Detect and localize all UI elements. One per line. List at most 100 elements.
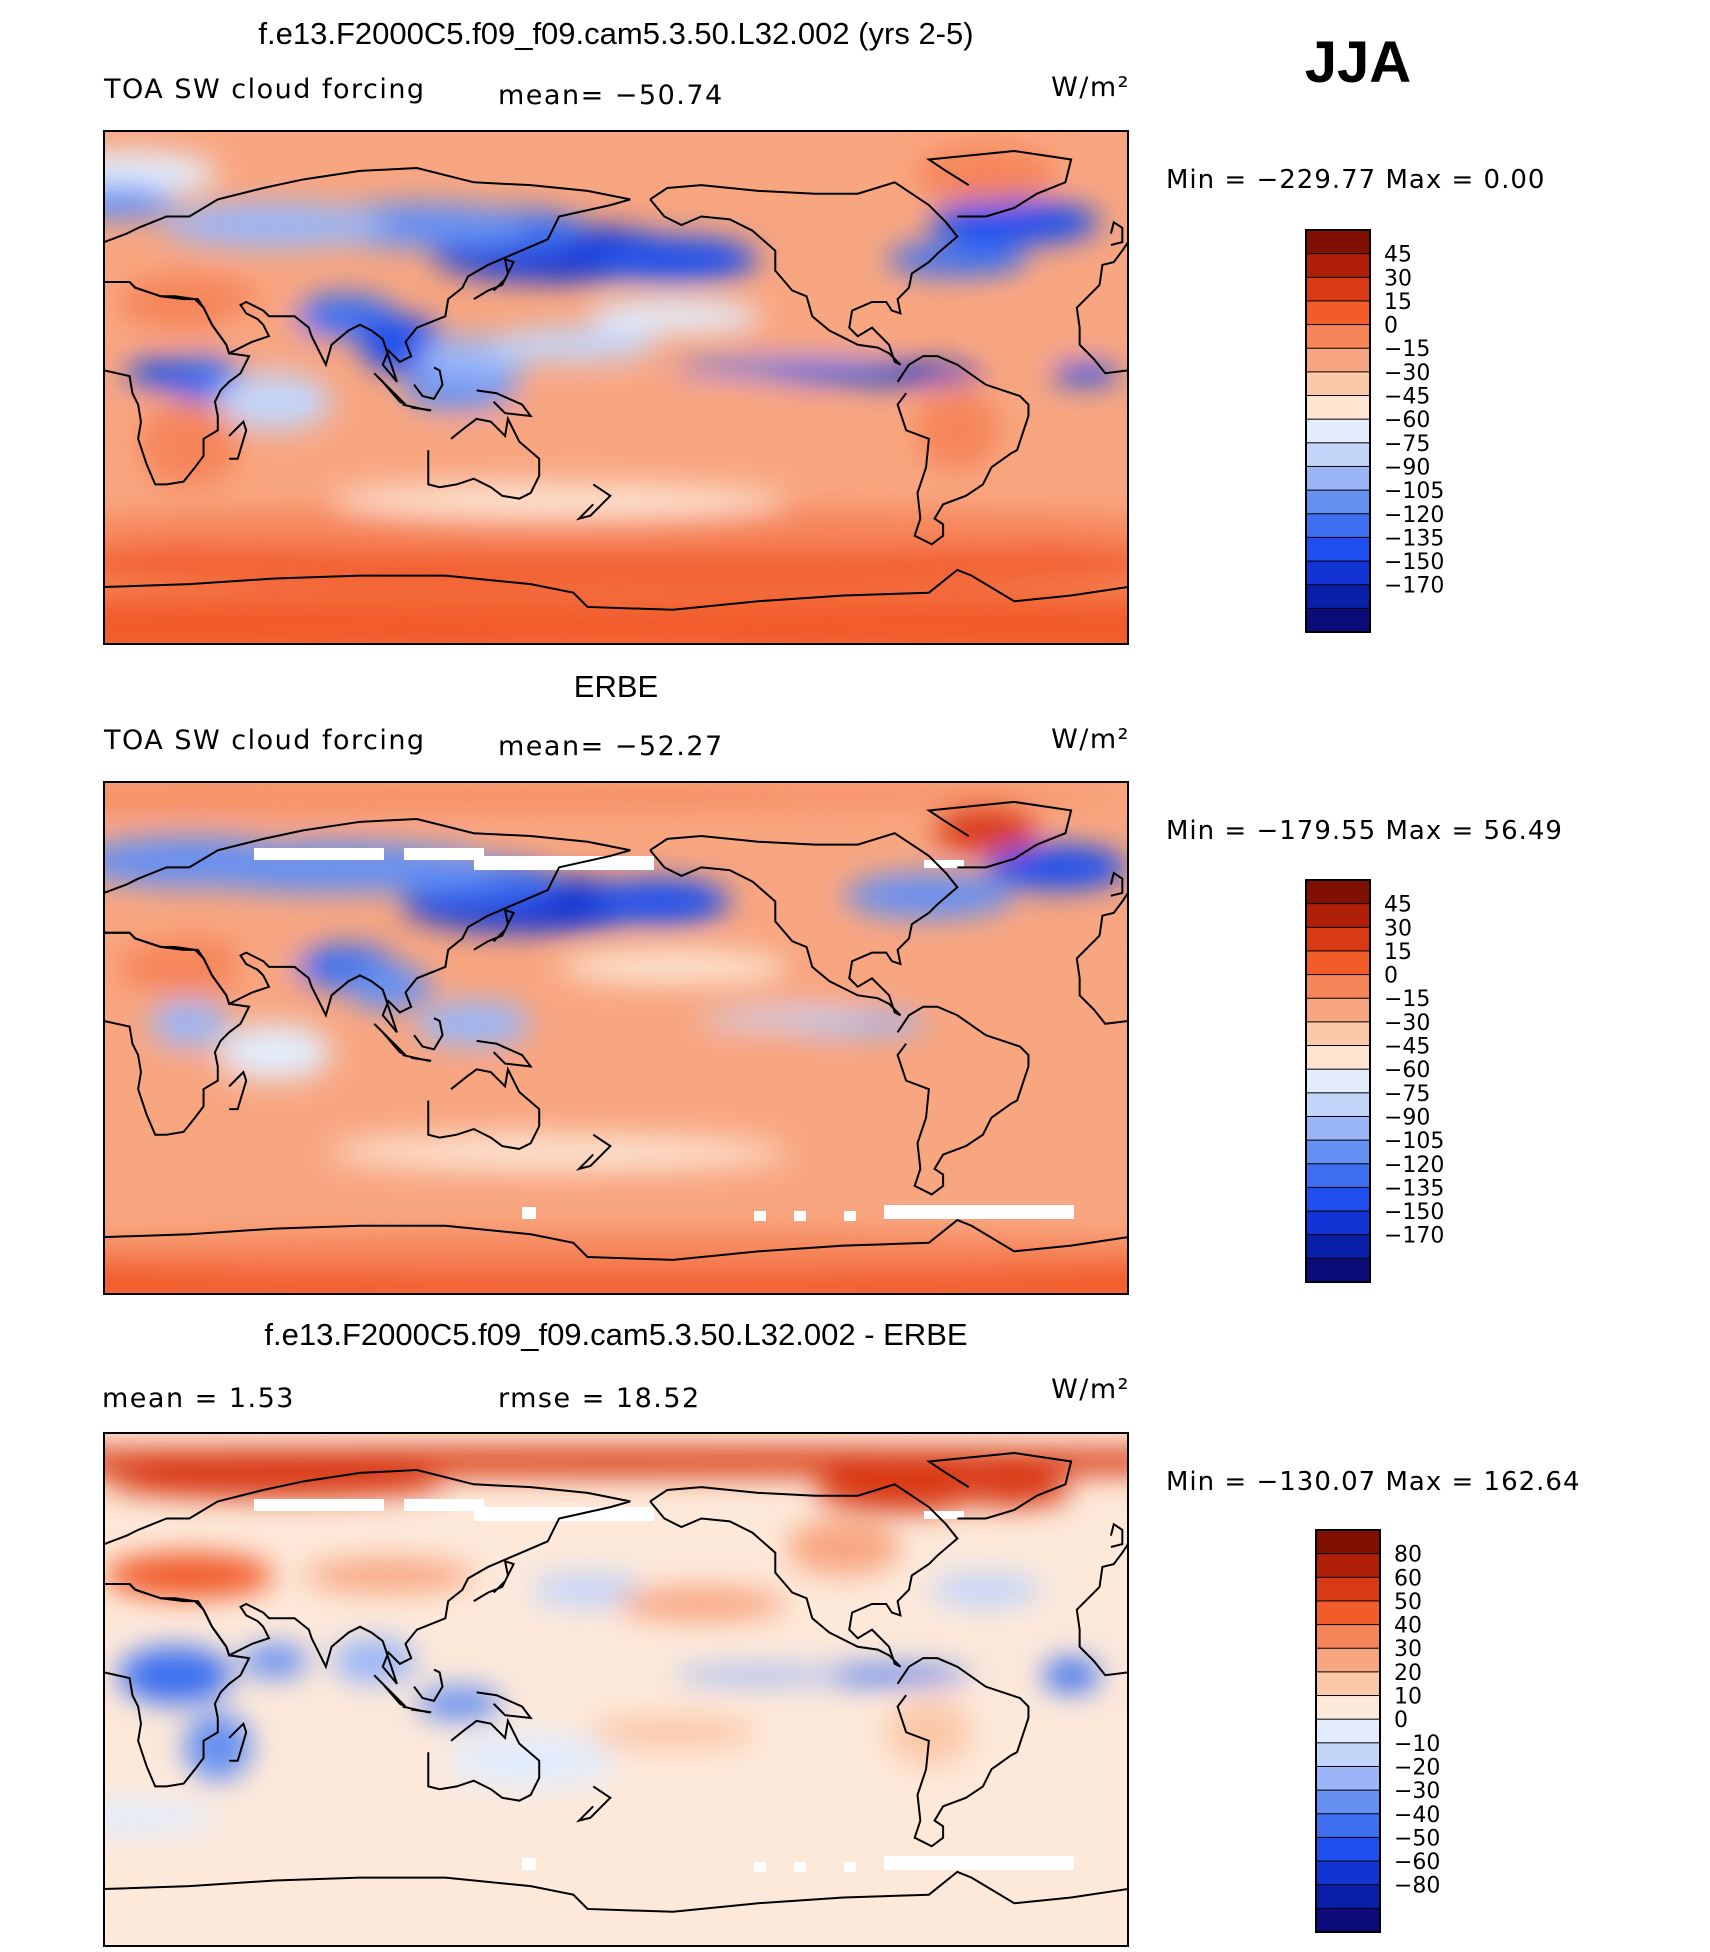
field-contour [701,1009,873,1027]
colorbar-swatch [1305,395,1371,421]
colorbar-tick-label: 80 [1394,1543,1422,1568]
coastline [104,1583,251,1788]
colorbar-swatch [1305,1139,1371,1165]
panel-obs: ERBE TOA SW cloud forcing mean= −52.27 W… [103,669,1562,1295]
field-contour [431,1074,545,1144]
coastline [104,931,251,1136]
colorbar-swatch [1305,324,1371,350]
missing-data [254,1499,384,1511]
colorbar-tick-label: −75 [1384,432,1430,457]
colorbar-swatch [1315,1695,1381,1721]
coastline [228,1721,248,1762]
colorbar-tick-label: 30 [1394,1637,1422,1662]
coastline [1098,1543,1128,1588]
field-contour [126,359,196,388]
field-contour [1042,1658,1100,1693]
colorbar-swatch [1315,1884,1381,1910]
colorbar-swatch [1315,1765,1381,1792]
field-contour [118,273,261,331]
coastline [1075,1586,1128,1677]
colorbar-tick-label: 30 [1384,266,1412,291]
field-contour [104,538,1128,590]
min-max-label: Min = −229.77 Max = 0.00 [1166,165,1545,195]
colorbar-tick-label: 15 [1384,290,1412,315]
colorbar-tick-label: −75 [1384,1082,1430,1107]
colorbar-tick-label: −60 [1384,1058,1430,1083]
field-contour [104,150,218,197]
coastline [926,800,1073,869]
field-contour [183,1712,252,1781]
field-contour [843,873,1015,919]
colorbar-frame [1305,879,1371,1283]
coastline [427,1717,541,1802]
field-contour [985,958,1100,1004]
colorbar-tick-label: 10 [1394,1685,1422,1710]
colorbar-swatch [1305,1186,1371,1213]
coastline [1075,284,1128,375]
season-label: JJA [1305,30,1411,95]
colorbar-swatch [1305,513,1371,539]
field-contour [104,1231,1128,1272]
colorbar-tick-label: −135 [1384,526,1444,551]
colorbar-tick-label: 50 [1394,1590,1422,1615]
coastline [1109,1522,1124,1548]
panel-title: ERBE [574,669,658,704]
coastline [1109,220,1124,246]
colorbar-tick-label: −20 [1394,1755,1440,1780]
colorbar-swatch [1315,1624,1381,1650]
colorbar-swatch [1315,1718,1381,1744]
colorbar-tick-label: −135 [1384,1176,1444,1201]
field-contour [104,1800,218,1835]
coastline [402,1054,432,1062]
colorbar-swatch [1305,465,1371,492]
map-obs [104,782,1128,1294]
coastline [575,483,612,521]
coastline [1075,934,1128,1025]
colorbar-obs: 4530150−15−30−45−60−75−90−105−120−135−15… [1305,879,1444,1283]
colorbar-swatch [1315,1907,1381,1933]
missing-data [754,1211,766,1221]
coastline [427,415,541,500]
colorbar-swatch [1305,974,1371,1000]
colorbar-swatch [1305,489,1371,515]
coastline [228,1070,248,1111]
missing-data [844,1211,856,1221]
field-contour [729,307,901,354]
colorbar-tick-label: 40 [1394,1614,1422,1639]
colorbar-swatch [1305,300,1371,326]
coastline [1098,241,1128,286]
field-contour [217,1023,332,1081]
field-contour [815,1467,986,1513]
colorbar-swatch [1305,1021,1371,1047]
colorbar-model: 4530150−15−30−45−60−75−90−105−120−135−15… [1305,229,1444,634]
colorbar-tick-label: −10 [1394,1732,1440,1757]
colorbar-swatch [1305,1257,1371,1283]
field-contour [138,401,241,488]
colorbar-tick-label: −90 [1384,1105,1430,1130]
colorbar-swatch [1305,584,1371,610]
field-contour [118,1646,232,1704]
coastline [896,1657,1030,1848]
field-contour [587,878,730,925]
missing-data [884,1856,1074,1870]
colorbar-swatch [1315,1742,1381,1768]
field-contour [123,1055,227,1135]
field-contour [104,1470,446,1499]
coastline [473,257,516,301]
colorbar-tick-label: −150 [1384,550,1444,575]
units-label: W/m² [1051,1374,1130,1405]
field-contour [104,1552,275,1599]
colorbar-tick-label: −50 [1394,1826,1440,1851]
colorbar-swatch [1305,536,1371,563]
colorbar-tick-label: −60 [1384,408,1430,433]
missing-data [474,1507,654,1521]
missing-data [794,1211,806,1221]
field-contour [914,145,1057,203]
field-contour [331,484,787,519]
field-contour [416,1001,531,1047]
colorbar-swatch [1315,1836,1381,1863]
min-max-label: Min = −130.07 Max = 162.64 [1166,1467,1581,1497]
colorbar-tick-label: −120 [1384,503,1444,528]
field-contour [934,807,1037,854]
missing-data [924,860,964,868]
